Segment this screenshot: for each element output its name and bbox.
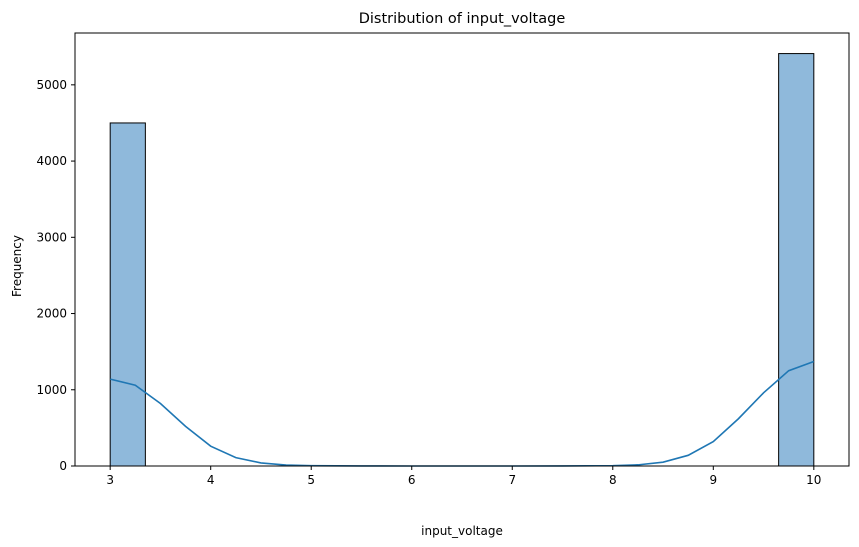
- histogram-bar-0: [109, 122, 146, 467]
- x-tick-label: 10: [806, 473, 821, 487]
- y-tick-label: 2000: [36, 307, 67, 321]
- x-tick-label: 6: [408, 473, 416, 487]
- x-tick-label: 3: [106, 473, 114, 487]
- y-tick-label: 1000: [36, 383, 67, 397]
- chart-title: Distribution of input_voltage: [359, 11, 566, 27]
- y-axis-ticks: 0 1000 2000 3000 4000 5000: [36, 78, 75, 473]
- x-axis-ticks: 3 4 5 6 7 8 9 10: [106, 466, 821, 487]
- y-tick-label: 4000: [36, 154, 67, 168]
- x-tick-label: 5: [307, 473, 315, 487]
- bars-layer: [109, 53, 815, 467]
- y-axis-label: Frequency: [10, 235, 24, 297]
- histogram-bar-1: [778, 53, 815, 467]
- x-tick-label: 9: [709, 473, 717, 487]
- x-tick-label: 4: [207, 473, 215, 487]
- x-axis-label: input_voltage: [421, 524, 503, 538]
- y-tick-label: 5000: [36, 78, 67, 92]
- y-tick-label: 0: [59, 459, 67, 473]
- kde-layer: [109, 360, 815, 467]
- x-tick-label: 7: [508, 473, 516, 487]
- plot-frame: [74, 32, 850, 467]
- kde-curve: [109, 360, 815, 467]
- x-tick-label: 8: [609, 473, 617, 487]
- y-tick-label: 3000: [36, 230, 67, 244]
